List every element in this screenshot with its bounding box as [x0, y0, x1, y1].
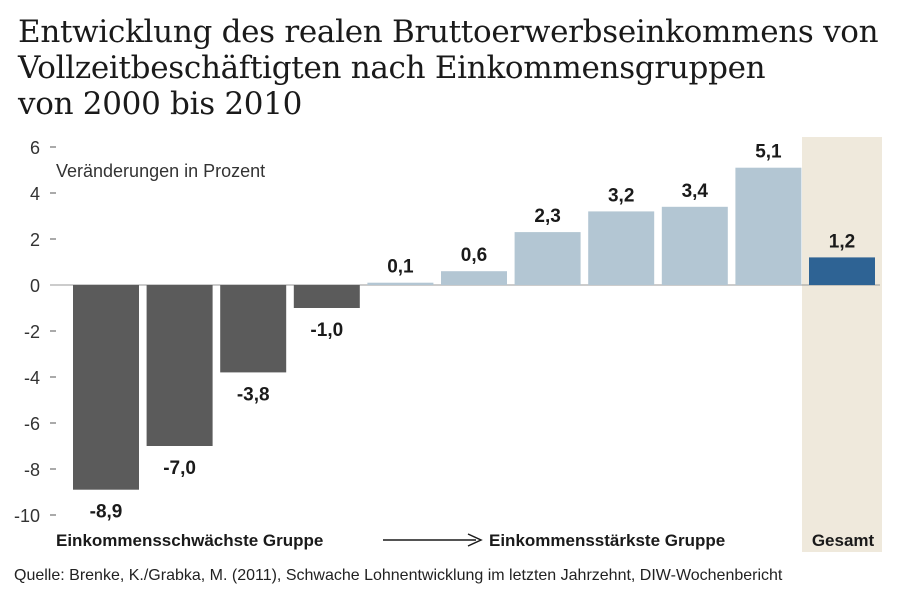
- bar-1: [73, 285, 139, 490]
- value-label-8: 3,2: [608, 185, 634, 206]
- value-label-3: -3,8: [237, 384, 270, 405]
- y-tick-label: -2: [24, 322, 40, 342]
- y-tick-label: 4: [30, 184, 40, 204]
- value-label-4: -1,0: [310, 320, 343, 341]
- y-tick-label: 0: [30, 276, 40, 296]
- bar-6: [441, 271, 507, 285]
- title-line-1: Entwicklung des realen Bruttoerwerbseink…: [18, 14, 879, 50]
- value-label-6: 0,6: [461, 245, 487, 266]
- bar-2: [146, 285, 213, 446]
- bar-5: [367, 282, 434, 285]
- value-label-7: 2,3: [534, 206, 560, 227]
- y-tick-label: -8: [24, 460, 40, 480]
- title-line-2: Vollzeitbeschäftigten nach Einkommensgru…: [18, 50, 766, 86]
- title-line-3: von 2000 bis 2010: [18, 86, 303, 122]
- category-label-high: Einkommensstärkste Gruppe: [489, 531, 725, 550]
- bar-8: [588, 211, 655, 285]
- value-label-11: 1,2: [829, 231, 855, 252]
- bar-3: [220, 285, 287, 373]
- arrow-head: [467, 533, 483, 547]
- value-labels: -8,9 -7,0 -3,8 -1,0 0,1 0,6 2,3 3,2 3,4 5,1 1,2: [90, 142, 856, 523]
- y-tick-label: 2: [30, 230, 40, 250]
- y-tick-label: -6: [24, 414, 40, 434]
- value-label-2: -7,0: [163, 458, 196, 479]
- value-label-10: 5,1: [755, 142, 782, 163]
- category-label-low: Einkommensschwächste Gruppe: [56, 531, 323, 550]
- arrow: [383, 533, 483, 547]
- source-note: Quelle: Brenke, K./Grabka, M. (2011), Sc…: [14, 567, 783, 584]
- bar-10: [735, 167, 802, 285]
- value-label-5: 0,1: [387, 257, 414, 278]
- y-tick-label: -4: [24, 368, 40, 388]
- y-tick-label: -10: [14, 506, 40, 526]
- bar-7: [514, 232, 581, 285]
- chart-title: Entwicklung des realen Bruttoerwerbseink…: [18, 14, 888, 122]
- bars: [73, 167, 875, 490]
- bar-11: [809, 257, 875, 285]
- chart-annotation: Veränderungen in Prozent: [56, 161, 265, 181]
- value-label-1: -8,9: [90, 502, 123, 523]
- category-label-total: Gesamt: [812, 531, 875, 550]
- value-label-9: 3,4: [682, 181, 709, 202]
- total-background: [802, 137, 882, 552]
- bar-4: [293, 285, 360, 308]
- y-tick-label: 6: [30, 138, 40, 158]
- bar-9: [661, 206, 728, 285]
